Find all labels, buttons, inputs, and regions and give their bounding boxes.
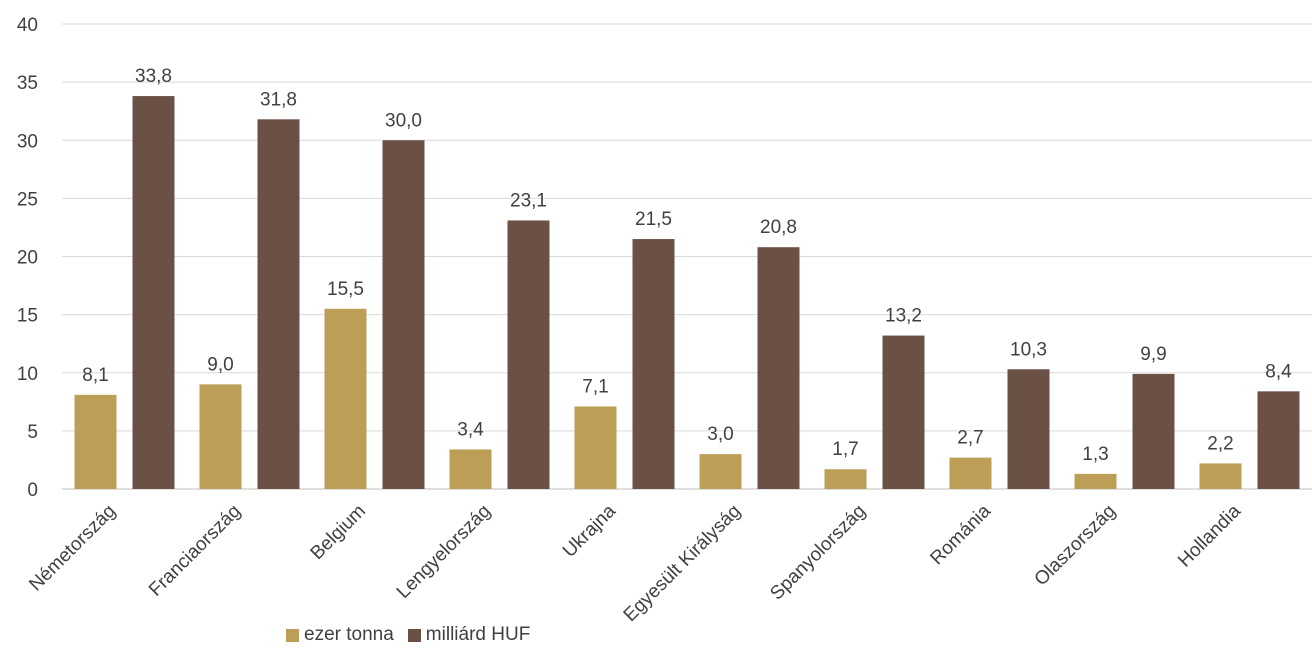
y-tick-label: 30 [17,131,38,152]
data-label: 10,3 [1010,339,1047,360]
data-label: 7,1 [582,376,608,397]
bar-ezer-tonna [199,384,242,489]
bar-milliard-huf [382,140,425,489]
y-tick-label: 40 [17,15,38,36]
x-tick-label: Spanyolország [766,501,870,605]
bar-milliard-huf [1257,391,1300,489]
x-tick-label: Románia [926,500,995,569]
legend-label-series-2: milliárd HUF [425,624,531,645]
bar-milliard-huf [757,247,800,489]
bar-ezer-tonna [574,406,617,489]
data-label: 8,4 [1265,361,1292,382]
x-tick-label: Franciaország [145,501,245,601]
x-tick-label: Olaszország [1031,501,1121,591]
x-axis: Németország Franciaország Belgium Lengyelor… [25,500,1245,626]
y-axis: 0 5 10 15 20 25 30 35 40 [17,15,38,501]
x-tick-label: Belgium [307,501,370,564]
data-label: 15,5 [327,279,364,300]
data-label: 2,2 [1207,433,1233,454]
data-label: 9,0 [207,354,233,375]
y-tick-label: 10 [17,364,38,385]
data-label: 3,0 [707,424,733,445]
legend-swatch-series-2 [407,628,421,642]
bar-ezer-tonna [824,469,867,489]
data-label: 23,1 [510,190,547,211]
data-label: 1,3 [1082,444,1108,465]
y-tick-label: 0 [27,480,38,501]
bar-milliard-huf [882,335,925,489]
data-label: 33,8 [135,66,172,87]
data-labels: 8,1 33,8 9,0 31,8 15,5 30,0 3,4 23,1 7,1 21,5 3,0 2… [82,66,1292,465]
y-tick-label: 20 [17,248,38,269]
legend: ezer tonna milliárd HUF [286,624,530,646]
x-tick-label: Ukrajna [559,500,620,561]
data-label: 1,7 [832,439,858,460]
legend-swatch-series-1 [286,628,299,642]
y-tick-label: 25 [17,189,38,210]
data-label: 3,4 [457,419,484,440]
x-tick-label: Németország [25,501,120,596]
bar-ezer-tonna [449,449,492,489]
bar-ezer-tonna [324,308,367,489]
data-label: 21,5 [635,209,672,230]
bar-milliard-huf [257,119,300,489]
legend-item-series-1: ezer tonna [286,624,394,646]
data-label: 20,8 [760,217,797,238]
bar-milliard-huf [1007,369,1050,489]
y-tick-label: 35 [17,73,38,94]
bar-ezer-tonna [949,457,992,489]
data-label: 31,8 [260,89,297,110]
legend-label-series-1: ezer tonna [304,624,394,645]
x-tick-label: Egyesült Királyság [620,501,745,626]
data-label: 8,1 [82,365,108,386]
bar-milliard-huf [507,220,550,489]
data-label: 30,0 [385,110,422,131]
legend-item-series-2: milliárd HUF [407,624,531,646]
bar-milliard-huf [132,96,175,489]
bar-milliard-huf [1132,373,1175,489]
x-tick-label: Lengyelország [393,501,495,603]
data-label: 9,9 [1140,344,1166,365]
bar-ezer-tonna [74,394,117,489]
y-tick-label: 5 [27,422,38,443]
bar-milliard-huf [632,239,675,489]
data-label: 13,2 [885,306,922,327]
gridlines [62,23,1312,490]
bars [74,96,1300,489]
x-tick-label: Hollandia [1174,500,1245,571]
data-label: 2,7 [957,428,983,449]
bar-ezer-tonna [699,454,742,489]
bar-ezer-tonna [1199,463,1242,489]
y-tick-label: 15 [17,306,38,327]
bar-ezer-tonna [1074,473,1117,489]
